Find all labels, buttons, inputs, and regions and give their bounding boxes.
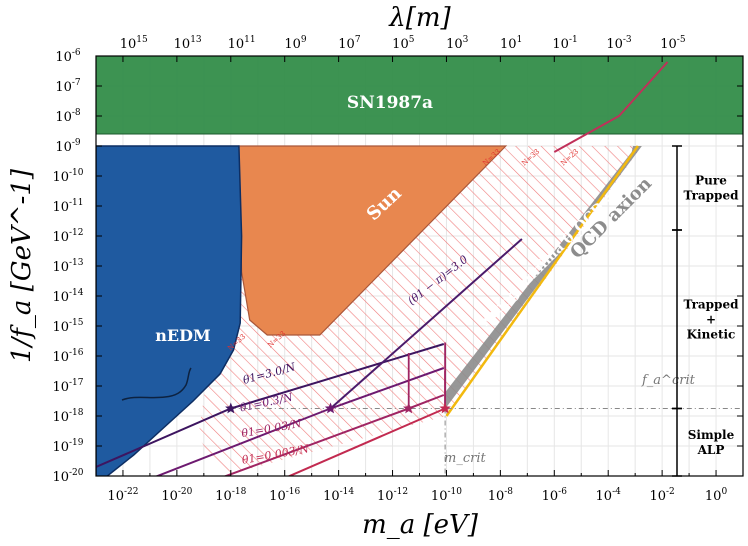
x-axis-label: m_a [eV] <box>362 510 479 540</box>
top-tick-label: 109 <box>284 35 307 52</box>
y-tick-label: 10-7 <box>55 78 81 95</box>
y-tick-label: 10-19 <box>52 438 83 455</box>
top-tick-label: 1013 <box>174 35 202 52</box>
sn1987a-region <box>96 56 743 135</box>
x-tick-label: 10-14 <box>323 487 354 504</box>
sn-label: SN1987a <box>347 93 433 113</box>
top-tick-label: 1011 <box>228 35 256 52</box>
x-tick-label: 10-12 <box>377 487 408 504</box>
series-line-5 <box>553 61 669 153</box>
x-tick-label: 10-20 <box>161 487 192 504</box>
side-region-label: Pure <box>695 174 727 188</box>
nedm-squiggle <box>121 367 192 401</box>
side-region-label: Trapped <box>684 189 740 203</box>
marker-star <box>439 402 451 414</box>
y-tick-label: 10-13 <box>52 258 83 275</box>
y-tick-label: 10-16 <box>52 348 83 365</box>
series-line-4 <box>329 238 523 410</box>
top-tick-label: 10-1 <box>552 35 577 52</box>
marker-star <box>324 402 337 414</box>
x-tick-label: 10-6 <box>542 487 568 504</box>
marker-star <box>225 402 237 414</box>
x-tick-label: 10-22 <box>107 487 138 504</box>
side-region-label: Trapped <box>684 297 740 311</box>
top-tick-label: 10-3 <box>606 35 632 52</box>
top-tick-label: 1015 <box>120 35 148 52</box>
y-tick-label: 10-6 <box>55 48 81 65</box>
side-region-label: ALP <box>697 443 725 457</box>
y-tick-label: 10-17 <box>52 378 83 395</box>
x-tick-label: 100 <box>705 487 728 504</box>
y-tick-label: 10-8 <box>55 108 81 125</box>
top-axis-label: λ[m] <box>388 3 451 33</box>
y-axis-label: 1/f_a [GeV^-1] <box>7 168 37 363</box>
top-tick-label: 105 <box>392 35 415 52</box>
y-tick-label: 10-11 <box>52 198 83 215</box>
top-tick-label: 103 <box>446 35 469 52</box>
y-tick-label: 10-20 <box>52 468 83 485</box>
y-tick-label: 10-9 <box>55 138 81 155</box>
x-tick-label: 10-16 <box>269 487 300 504</box>
top-tick-label: 10-5 <box>660 35 686 52</box>
y-tick-label: 10-12 <box>52 228 83 245</box>
x-tick-label: 10-4 <box>596 487 622 504</box>
side-region-label: + <box>706 312 716 326</box>
qcd-axion-line <box>445 145 639 417</box>
y-tick-label: 10-14 <box>52 288 83 305</box>
x-tick-label: 10-18 <box>215 487 246 504</box>
y-tick-label: 10-10 <box>52 168 83 185</box>
side-region-label: Kinetic <box>687 327 736 341</box>
series-line-3 <box>287 407 446 476</box>
y-tick-label: 10-18 <box>52 408 83 425</box>
top-tick-label: 107 <box>338 35 361 52</box>
side-region-label: Simple <box>688 428 735 442</box>
y-tick-label: 10-15 <box>52 318 83 335</box>
x-tick-label: 10-8 <box>488 487 514 504</box>
nedm-label: nEDM <box>155 326 210 345</box>
m-crit-label: m_crit <box>444 451 486 466</box>
axis-ticks: 10-22 10-20 10-18 10-16 10-14 10-12 10-10 10-8 1… <box>52 35 744 504</box>
x-tick-label: 10-2 <box>649 487 674 504</box>
f-crit-label: f_a^crit <box>641 373 696 388</box>
x-tick-label: 10-10 <box>431 487 462 504</box>
marker-star <box>403 402 415 414</box>
nedm-region <box>96 145 243 476</box>
marker-group <box>225 402 451 414</box>
top-tick-label: 101 <box>500 35 522 52</box>
